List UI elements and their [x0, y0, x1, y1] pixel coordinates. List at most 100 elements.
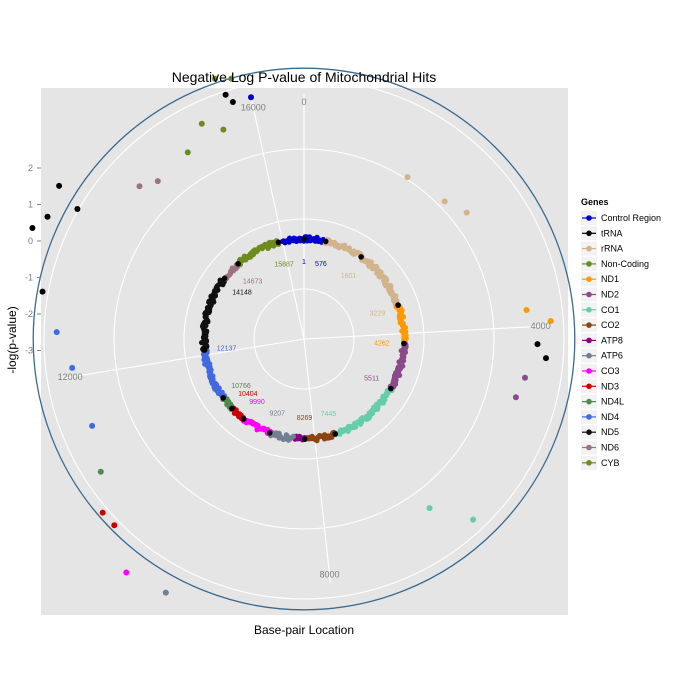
data-point: [99, 509, 106, 516]
data-point: [44, 213, 51, 220]
legend-label: ATP8: [601, 335, 623, 345]
y-tick-label: 1: [28, 200, 33, 210]
angle-tick-label: 4000: [531, 321, 551, 331]
trna-point: [301, 236, 307, 242]
threshold-circle: [32, 67, 576, 611]
y-tick-label: -2: [25, 309, 33, 319]
legend-label: ND3: [601, 381, 619, 391]
legend-label: CO2: [601, 320, 620, 330]
position-label: 12137: [217, 346, 237, 353]
trna-point: [358, 254, 364, 260]
data-point: [404, 174, 411, 181]
position-label: 8269: [297, 415, 313, 422]
position-labels: 1 576 1601 3229 4262 5511 7445 8269 9207 99901040…: [217, 259, 390, 422]
data-point: [56, 182, 63, 189]
legend-key-point: [586, 215, 592, 221]
trna-point: [221, 275, 228, 282]
legend-key-point: [586, 383, 592, 390]
data-point: [547, 318, 554, 324]
legend-label: CYB: [601, 458, 620, 468]
legend-key-point: [586, 276, 592, 283]
y-tick-label: 0: [28, 236, 33, 246]
data-point: [29, 225, 36, 231]
legend-key-point: [586, 307, 592, 313]
data-point: [162, 589, 169, 596]
trna-point: [401, 340, 407, 347]
data-point: [97, 468, 104, 475]
legend-key-point: [586, 230, 592, 237]
data-point: [111, 522, 118, 529]
legend-label: CO1: [601, 305, 620, 315]
position-label: 9990: [249, 399, 265, 406]
band-point: [283, 432, 289, 438]
legend-key-point: [586, 352, 592, 359]
data-point: [198, 120, 205, 127]
position-label: 9207: [270, 410, 286, 417]
data-point: [522, 374, 528, 381]
radial-grid-line: [303, 338, 331, 583]
position-label: 14148: [232, 290, 252, 297]
data-point: [39, 288, 46, 295]
polar-grid: [43, 78, 565, 600]
threshold-ring: [32, 67, 576, 611]
data-point: [184, 149, 191, 156]
legend: Genes Control Region tRNA rRNA Non-Coding ND…: [581, 197, 661, 470]
trna-point: [301, 436, 308, 442]
data-point: [136, 183, 143, 190]
legend-label: CO3: [601, 366, 620, 376]
trna-point: [220, 395, 226, 401]
radial-grid-line: [62, 338, 305, 380]
legend-key-point: [586, 245, 592, 252]
data-point: [441, 198, 448, 205]
legend-key-point: [586, 322, 592, 328]
data-point: [154, 178, 161, 185]
data-point: [222, 91, 229, 98]
data-point: [543, 355, 549, 362]
trna-point: [332, 431, 339, 437]
chart-title: Negative Log P-value of Mitochondrial Hi…: [172, 69, 437, 85]
trna-point: [229, 405, 235, 412]
position-label: 10404: [238, 391, 258, 398]
legend-label: Non-Coding: [601, 259, 649, 269]
legend-key-point: [586, 398, 592, 405]
legend-title: Genes: [581, 197, 609, 207]
y-tick-label: -1: [25, 273, 33, 283]
radial-grid-line: [251, 99, 305, 340]
data-point: [512, 394, 519, 401]
y-axis-ticks: 2 1 0 -1 -2 -3: [25, 163, 41, 356]
grid-circle: [43, 78, 565, 600]
legend-key-point: [586, 337, 592, 344]
data-point: [123, 569, 130, 576]
position-label: 1601: [341, 273, 357, 280]
legend-key-point: [586, 444, 592, 451]
data-point: [534, 341, 541, 348]
legend-label: ATP6: [601, 351, 623, 361]
trna-point: [322, 238, 329, 245]
legend-label: Control Region: [601, 213, 661, 223]
position-label: 15887: [274, 262, 294, 269]
data-point: [463, 209, 470, 216]
legend-key-point: [586, 291, 592, 298]
data-point: [248, 94, 254, 101]
trna-point: [266, 430, 273, 436]
position-label: 4262: [374, 341, 390, 348]
trna-point: [388, 385, 394, 392]
legend-label: rRNA: [601, 244, 623, 254]
data-point: [523, 307, 530, 313]
legend-key-point: [586, 429, 592, 436]
position-label: 576: [315, 261, 327, 268]
position-label: 1: [302, 259, 306, 266]
data-point: [228, 75, 235, 82]
radial-grid-line: [303, 325, 549, 340]
y-tick-label: 2: [28, 163, 33, 173]
legend-label: ND1: [601, 274, 619, 284]
legend-label: ND6: [601, 443, 619, 453]
data-point: [470, 516, 477, 523]
trna-point: [201, 347, 208, 353]
legend-label: ND4: [601, 412, 619, 422]
trna-point: [395, 302, 401, 308]
data-points: [29, 75, 554, 596]
data-point: [426, 505, 433, 512]
data-point: [89, 422, 96, 429]
